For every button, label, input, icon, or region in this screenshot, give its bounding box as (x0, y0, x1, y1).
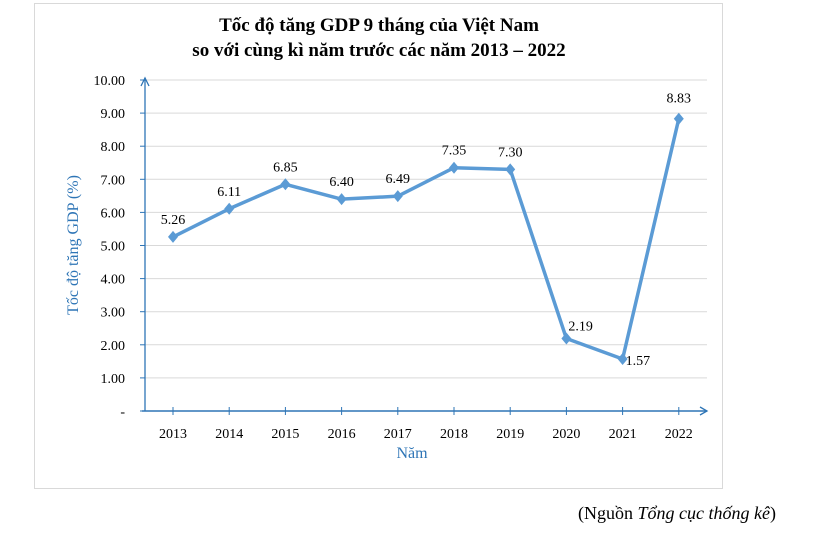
y-tick-label: 6.00 (101, 206, 126, 221)
source-suffix: ) (770, 503, 776, 523)
x-tick-label: 2022 (665, 427, 693, 442)
x-tick-label: 2013 (159, 427, 187, 442)
data-label: 7.35 (442, 144, 467, 159)
x-tick-label: 2019 (496, 427, 524, 442)
data-point (505, 163, 516, 176)
data-point (168, 230, 178, 243)
y-tick-label: 1.00 (101, 372, 126, 387)
x-tick-label: 2018 (440, 427, 468, 442)
x-tick-label: 2015 (271, 427, 299, 442)
data-label: 7.30 (498, 145, 523, 160)
data-label: 1.57 (626, 354, 651, 369)
y-tick-label: 8.00 (101, 140, 126, 155)
data-point (280, 178, 291, 191)
y-axis-arrow-icon (140, 76, 150, 87)
data-label: 6.49 (386, 172, 411, 187)
data-point (561, 332, 572, 345)
x-tick-label: 2021 (609, 427, 637, 442)
x-tick-label: 2020 (552, 427, 580, 442)
chart-title-line-1: Tốc độ tăng GDP 9 tháng của Việt Nam (219, 15, 539, 36)
source-name: Tổng cục thống kê (637, 503, 770, 523)
data-point (336, 193, 347, 206)
chart-frame (34, 3, 723, 489)
y-tick-label: 7.00 (101, 173, 126, 188)
y-tick-label: 10.00 (94, 74, 126, 89)
data-label: 2.19 (568, 320, 593, 335)
data-point (392, 190, 403, 203)
data-label: 6.85 (273, 160, 298, 175)
y-tick-label: 5.00 (101, 240, 126, 255)
y-tick-label: 4.00 (101, 273, 126, 288)
y-axis-label: Tốc độ tăng GDP (%) (65, 175, 82, 315)
data-point (617, 353, 628, 366)
x-tick-label: 2016 (328, 427, 356, 442)
data-label: 8.83 (667, 92, 692, 107)
data-point (224, 202, 235, 215)
y-tick-label: 3.00 (101, 306, 126, 321)
data-point (449, 161, 459, 174)
series-line (172, 118, 681, 361)
x-tick-label: 2014 (215, 427, 243, 442)
source-note: (Nguồn Tổng cục thống kê) (578, 503, 776, 524)
y-tick-label: 9.00 (101, 107, 126, 122)
x-tick-label: 2017 (384, 427, 412, 442)
x-axis-arrow-icon (699, 406, 709, 416)
chart-title-line-2: so với cùng kì năm trước các năm 2013 – … (192, 40, 565, 61)
x-axis-label: Năm (396, 445, 428, 462)
data-label: 5.26 (161, 213, 186, 228)
data-point (673, 112, 684, 125)
y-tick-label: - (120, 405, 125, 420)
data-label: 6.40 (329, 175, 354, 190)
source-prefix: (Nguồn (578, 503, 638, 523)
y-tick-label: 2.00 (101, 339, 126, 354)
data-label: 6.11 (217, 185, 241, 200)
